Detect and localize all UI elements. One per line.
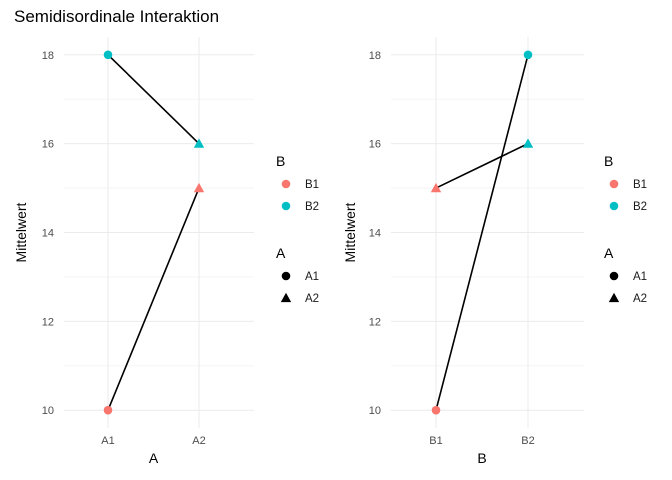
y-axis-title: Mittelwert xyxy=(13,202,29,262)
y-tick-label: 14 xyxy=(369,228,381,240)
legend-label-b1: B1 xyxy=(305,179,319,191)
legend-a: A A1 A2 xyxy=(604,245,647,305)
y-tick-label: 14 xyxy=(42,228,54,240)
y-tick-label: 18 xyxy=(42,50,54,62)
chart-panel-1: 10 12 14 16 18 A1 A2 A Mittelwert B B1 B2 A A1 A2 xyxy=(13,37,319,466)
legend-a: A A1 A2 xyxy=(276,245,319,305)
y-tick-label: 18 xyxy=(369,50,381,62)
x-axis-title: B xyxy=(477,450,486,466)
data-point-2-a2-b1 xyxy=(430,182,442,193)
legend-title: A xyxy=(276,245,286,261)
legend-shape-a2 xyxy=(280,292,292,303)
x-tick-label: B1 xyxy=(429,435,442,447)
y-axis-title: Mittelwert xyxy=(342,202,358,262)
series-line-b1 xyxy=(107,187,200,411)
legend-b: B B1 B2 xyxy=(604,153,647,213)
legend-title: B xyxy=(604,153,613,169)
legend-b: B B1 B2 xyxy=(276,153,319,213)
legend-label-b2: B2 xyxy=(633,201,647,213)
legend-shape-a2 xyxy=(608,292,620,303)
data-point-2-a1-b2 xyxy=(523,50,533,60)
data-point-2-a1-b1 xyxy=(431,405,441,415)
data-point-1-b1-a1 xyxy=(103,405,113,415)
x-axis-title: A xyxy=(149,450,159,466)
y-tick-label: 16 xyxy=(369,139,381,151)
series-line-a2 xyxy=(435,142,529,189)
y-tick-label: 10 xyxy=(369,405,381,417)
series-line-b2 xyxy=(107,54,200,145)
legend-swatch-b1 xyxy=(609,179,619,189)
legend-swatch-b2 xyxy=(609,201,619,211)
legend-label-b1: B1 xyxy=(633,179,647,191)
y-tick-label: 12 xyxy=(42,316,54,328)
legend-label-a2: A2 xyxy=(633,293,647,305)
y-tick-label: 16 xyxy=(42,139,54,151)
legend-title: B xyxy=(276,153,285,169)
data-point-2-a2-b2 xyxy=(522,138,534,148)
legend-swatch-b2 xyxy=(281,201,291,211)
series-line-a1 xyxy=(435,54,529,411)
x-tick-label: A2 xyxy=(192,435,205,447)
legend-label-a2: A2 xyxy=(305,293,319,305)
data-point-1-b1-a2 xyxy=(193,182,205,193)
y-tick-label: 10 xyxy=(42,405,54,417)
legend-label-a1: A1 xyxy=(305,271,319,283)
legend-swatch-b1 xyxy=(281,179,291,189)
legend-title: A xyxy=(604,245,614,261)
chart-title: Semidisordinale Interaktion xyxy=(14,7,219,26)
legend-shape-a1 xyxy=(281,271,291,281)
y-tick-label: 12 xyxy=(369,316,381,328)
data-point-1-b2-a1 xyxy=(103,50,113,60)
legend-shape-a1 xyxy=(609,271,619,281)
data-point-1-b2-a2 xyxy=(193,138,205,148)
legend-label-a1: A1 xyxy=(633,271,647,283)
x-tick-label: B2 xyxy=(521,435,534,447)
x-tick-label: A1 xyxy=(101,435,114,447)
chart-panel-2: 10 12 14 16 18 B1 B2 B Mittelwert B B1 B2 A A1 A2 xyxy=(342,37,647,466)
legend-label-b2: B2 xyxy=(305,201,319,213)
